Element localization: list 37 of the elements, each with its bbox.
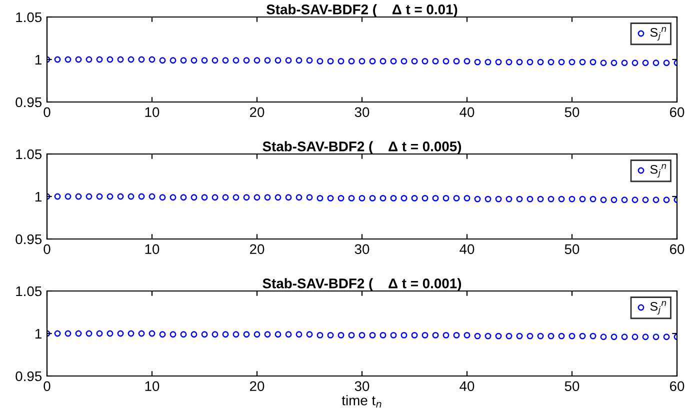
x-tick-label: 50 xyxy=(564,381,580,392)
x-tick-label: 10 xyxy=(145,381,160,392)
x-tick-label: 50 xyxy=(564,244,580,254)
x-tick-label: 30 xyxy=(354,244,370,254)
x-tick-label: 10 xyxy=(145,244,160,254)
x-tick-label: 10 xyxy=(145,107,160,118)
y-tick-label: 0.95 xyxy=(16,97,42,108)
y-tick-label: 1 xyxy=(35,328,42,339)
x-tick-label: 0 xyxy=(44,107,50,118)
x-tick-label: 20 xyxy=(250,381,264,392)
x-tick-label: 60 xyxy=(670,381,684,392)
x-tick-label: 30 xyxy=(354,381,370,392)
x-tick-label: 60 xyxy=(670,244,684,254)
x-tick-label: 40 xyxy=(460,107,474,118)
y-tick-label: 1 xyxy=(35,192,42,202)
chart-title: Stab-SAV-BDF2 ( Δ t = 0.001) xyxy=(262,278,462,292)
x-tick-label: 40 xyxy=(460,244,474,254)
chart-title: Stab-SAV-BDF2 ( Δ t = 0.005) xyxy=(262,141,462,154)
x-tick-label: 50 xyxy=(564,107,580,118)
x-tick-label: 20 xyxy=(250,244,264,254)
x-tick-label: 40 xyxy=(460,381,474,392)
y-tick-label: 0.95 xyxy=(16,371,42,382)
legend-label: S$_{j}$$^{n}$ xyxy=(650,27,666,41)
chart-title: Stab-SAV-BDF2 ( Δ t = 0.01) xyxy=(266,4,458,18)
y-tick-label: 0.95 xyxy=(16,234,42,244)
legend-label: S$_{j}$$^{n}$ xyxy=(650,301,666,315)
y-tick-label: 1 xyxy=(35,54,42,65)
y-tick-label: 1.05 xyxy=(16,149,42,160)
legend-label: S$_{j}$$^{n}$ xyxy=(650,164,666,178)
y-tick-label: 1.05 xyxy=(16,12,42,22)
x-tick-label: 30 xyxy=(354,107,370,118)
x-tick-label: 0 xyxy=(44,381,50,392)
x-tick-label: 0 xyxy=(44,244,50,254)
x-tick-label: 60 xyxy=(670,107,684,118)
x-tick-label: 20 xyxy=(250,107,264,118)
x-axis-title: time t$_{n}$ xyxy=(342,395,382,408)
y-tick-label: 1.05 xyxy=(16,286,42,296)
